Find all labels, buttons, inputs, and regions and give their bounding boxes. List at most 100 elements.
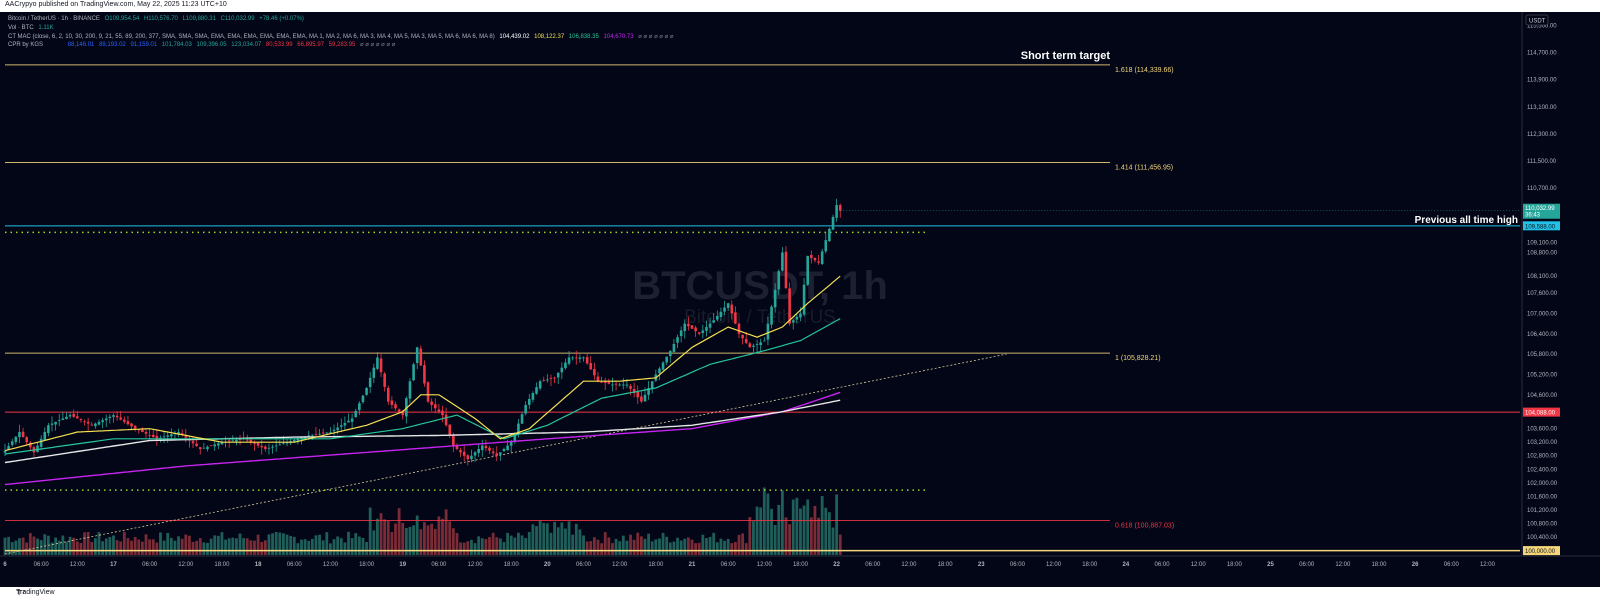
y-tick-label: 108,100.00 xyxy=(1527,274,1558,280)
volume-bar xyxy=(180,538,184,555)
candle-body xyxy=(824,240,828,252)
volume-bar xyxy=(571,534,575,555)
candle-body xyxy=(133,425,137,429)
candle-body xyxy=(506,445,509,451)
volume-bar xyxy=(61,535,65,555)
volume-bar xyxy=(126,538,130,555)
volume-bar xyxy=(835,494,839,555)
volume-bar xyxy=(282,533,285,555)
x-tick-label: 20 xyxy=(544,562,551,568)
y-tick-label: 101,200.00 xyxy=(1527,508,1558,514)
candle-body xyxy=(835,205,838,218)
candle-body xyxy=(249,439,253,443)
volume-bar xyxy=(712,532,716,555)
legend-ctmac-v3: 104,670.73 xyxy=(603,34,634,40)
legend-cpr-v2: 91,159.01 xyxy=(130,42,158,48)
volume-bar xyxy=(592,537,596,555)
legend-cpr-label: CPR by KGS xyxy=(8,42,44,48)
volume-bar xyxy=(809,517,813,555)
volume-bar xyxy=(28,533,32,555)
legend-ctmac-v1: 108,122.37 xyxy=(534,34,565,40)
candle-body xyxy=(267,447,271,449)
volume-bar xyxy=(618,541,622,555)
volume-bar xyxy=(668,542,672,555)
volume-bar xyxy=(437,516,441,555)
volume-bar xyxy=(752,521,755,555)
volume-bar xyxy=(292,536,296,555)
volume-bar xyxy=(10,542,14,555)
legend-high: H110,576.70 xyxy=(143,16,178,22)
candle-body xyxy=(748,343,752,348)
volume-bar xyxy=(119,541,123,555)
candle-body xyxy=(43,432,47,441)
candle-body xyxy=(217,443,220,446)
volume-bar xyxy=(122,531,126,555)
y-tick-label: 104,600.00 xyxy=(1527,393,1558,399)
y-tick-label: 107,000.00 xyxy=(1527,311,1558,317)
volume-bar xyxy=(379,513,383,555)
candle-body xyxy=(603,381,607,383)
volume-bar xyxy=(694,543,698,555)
candle-body xyxy=(123,419,126,422)
volume-bar xyxy=(578,529,582,555)
candle-body xyxy=(495,453,499,456)
candle-body xyxy=(502,448,506,452)
chart-pane[interactable]: BTCUSDT, 1h Bitcoin / TetherUS 115,500.00 1… xyxy=(0,12,1600,587)
volume-bar xyxy=(235,538,238,555)
candle-body xyxy=(191,441,195,444)
x-tick-label: 12:00 xyxy=(1046,562,1062,568)
candle-body xyxy=(712,320,715,323)
candle-body xyxy=(213,444,217,447)
legend-volume-row: Vol · BTC 1.11K xyxy=(8,25,54,31)
volume-bar xyxy=(93,538,97,555)
candle-body xyxy=(553,377,556,379)
candle-body xyxy=(621,384,625,386)
volume-bar xyxy=(321,540,325,555)
volume-bar xyxy=(166,533,170,555)
x-tick-label: 12:00 xyxy=(70,562,86,568)
volume-bar xyxy=(766,493,770,555)
candle-body xyxy=(437,409,441,412)
candle-body xyxy=(227,440,231,442)
y-tick-label: 102,800.00 xyxy=(1527,454,1558,460)
candle-body xyxy=(773,289,777,308)
volume-bar xyxy=(614,538,618,555)
candle-body xyxy=(828,228,831,242)
candle-body xyxy=(470,455,473,460)
x-tick-label: 12:00 xyxy=(901,562,917,568)
candle-body xyxy=(810,255,813,259)
volume-bar xyxy=(227,538,231,555)
candle-body xyxy=(180,433,184,435)
candle-body xyxy=(394,404,397,409)
candle-body xyxy=(68,415,72,417)
candle-body xyxy=(209,445,213,447)
volume-bar xyxy=(838,534,842,555)
candle-body xyxy=(325,432,329,434)
candle-body xyxy=(571,357,574,359)
candle-body xyxy=(488,447,491,451)
candle-body xyxy=(455,445,459,449)
volume-bar xyxy=(831,527,835,555)
volume-bar xyxy=(697,542,701,555)
candle-body xyxy=(423,365,426,384)
candle-body xyxy=(611,384,614,386)
candle-body xyxy=(39,438,43,447)
legend-cpr-v5: 123,034.07 xyxy=(231,42,262,48)
legend-vol-label: Vol · BTC xyxy=(8,25,34,31)
volume-bar xyxy=(50,542,54,555)
y-tick-label: 106,400.00 xyxy=(1527,332,1558,338)
candle-body xyxy=(665,356,668,363)
x-tick-label: 06:00 xyxy=(1155,562,1171,568)
legend-open: O109,954.54 xyxy=(104,16,140,22)
candle-body xyxy=(426,382,430,402)
candle-body xyxy=(278,444,282,446)
candle-body xyxy=(647,388,650,395)
volume-bar xyxy=(3,537,7,555)
x-tick-label: 17 xyxy=(110,562,117,568)
volume-bar xyxy=(498,538,502,555)
candle-body xyxy=(311,434,314,436)
candle-body xyxy=(336,427,339,431)
y-tick-label: 102,400.00 xyxy=(1527,467,1558,473)
volume-bar xyxy=(621,535,625,555)
